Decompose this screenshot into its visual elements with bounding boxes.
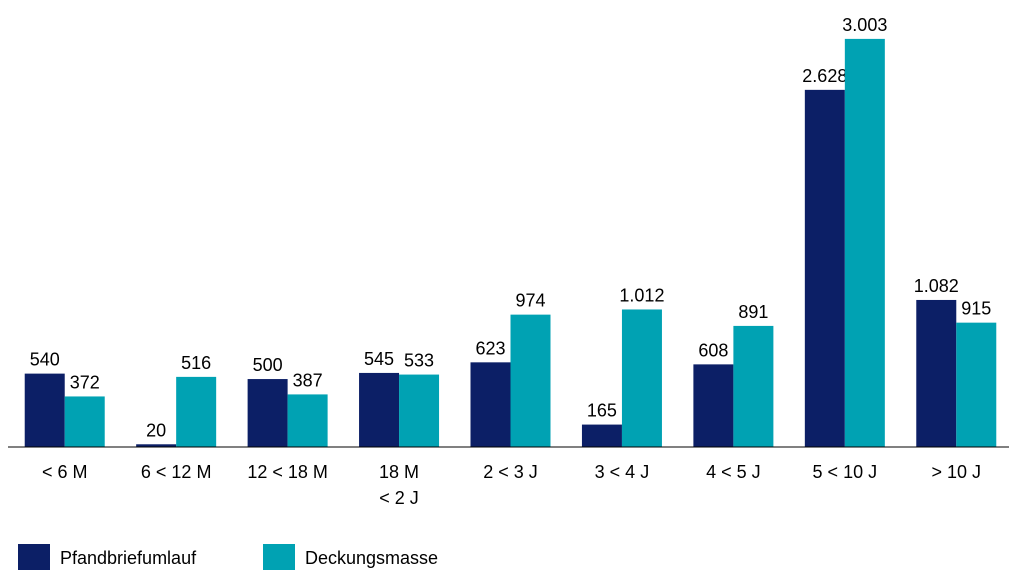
x-tick-label: > 10 J bbox=[932, 462, 982, 482]
bar bbox=[510, 314, 551, 447]
value-label: 608 bbox=[698, 340, 728, 360]
legend-label: Pfandbriefumlauf bbox=[60, 548, 197, 568]
x-tick-label: 5 < 10 J bbox=[813, 462, 878, 482]
value-label: 1.012 bbox=[619, 285, 664, 305]
bar bbox=[581, 424, 622, 447]
value-label: 891 bbox=[738, 302, 768, 322]
value-label: 20 bbox=[146, 420, 166, 440]
bar bbox=[287, 394, 328, 447]
bar bbox=[136, 444, 177, 447]
value-label: 915 bbox=[961, 299, 991, 319]
x-tick-label: 3 < 4 J bbox=[595, 462, 650, 482]
value-label: 545 bbox=[364, 349, 394, 369]
bar bbox=[247, 379, 288, 447]
value-label: 516 bbox=[181, 353, 211, 373]
bar bbox=[956, 322, 997, 447]
bar bbox=[64, 396, 105, 447]
bar bbox=[733, 325, 774, 447]
x-tick-label: 2 < 3 J bbox=[483, 462, 538, 482]
legend-label: Deckungsmasse bbox=[305, 548, 438, 568]
bar bbox=[470, 362, 511, 447]
bar bbox=[621, 309, 662, 447]
value-label: 3.003 bbox=[842, 15, 887, 35]
x-tick-label: 4 < 5 J bbox=[706, 462, 761, 482]
value-label: 372 bbox=[70, 372, 100, 392]
value-label: 1.082 bbox=[914, 276, 959, 296]
value-label: 387 bbox=[293, 370, 323, 390]
value-label: 533 bbox=[404, 351, 434, 371]
bar bbox=[804, 89, 845, 447]
x-tick-label: < 6 M bbox=[42, 462, 88, 482]
value-label: 623 bbox=[475, 338, 505, 358]
bar bbox=[359, 372, 400, 447]
x-tick-label: 18 M < 2 J bbox=[379, 462, 419, 508]
value-label: 2.628 bbox=[802, 66, 847, 86]
legend-swatch bbox=[18, 544, 50, 570]
bar bbox=[693, 364, 734, 447]
x-tick-label: 12 < 18 M bbox=[247, 462, 328, 482]
x-tick-label: 6 < 12 M bbox=[141, 462, 212, 482]
bar bbox=[399, 374, 440, 447]
value-label: 974 bbox=[515, 291, 545, 311]
bar bbox=[176, 376, 217, 447]
value-label: 500 bbox=[253, 355, 283, 375]
bar bbox=[844, 38, 885, 447]
value-label: 540 bbox=[30, 350, 60, 370]
legend-swatch bbox=[263, 544, 295, 570]
bar bbox=[24, 373, 65, 447]
bar bbox=[916, 299, 957, 447]
value-label: 165 bbox=[587, 401, 617, 421]
